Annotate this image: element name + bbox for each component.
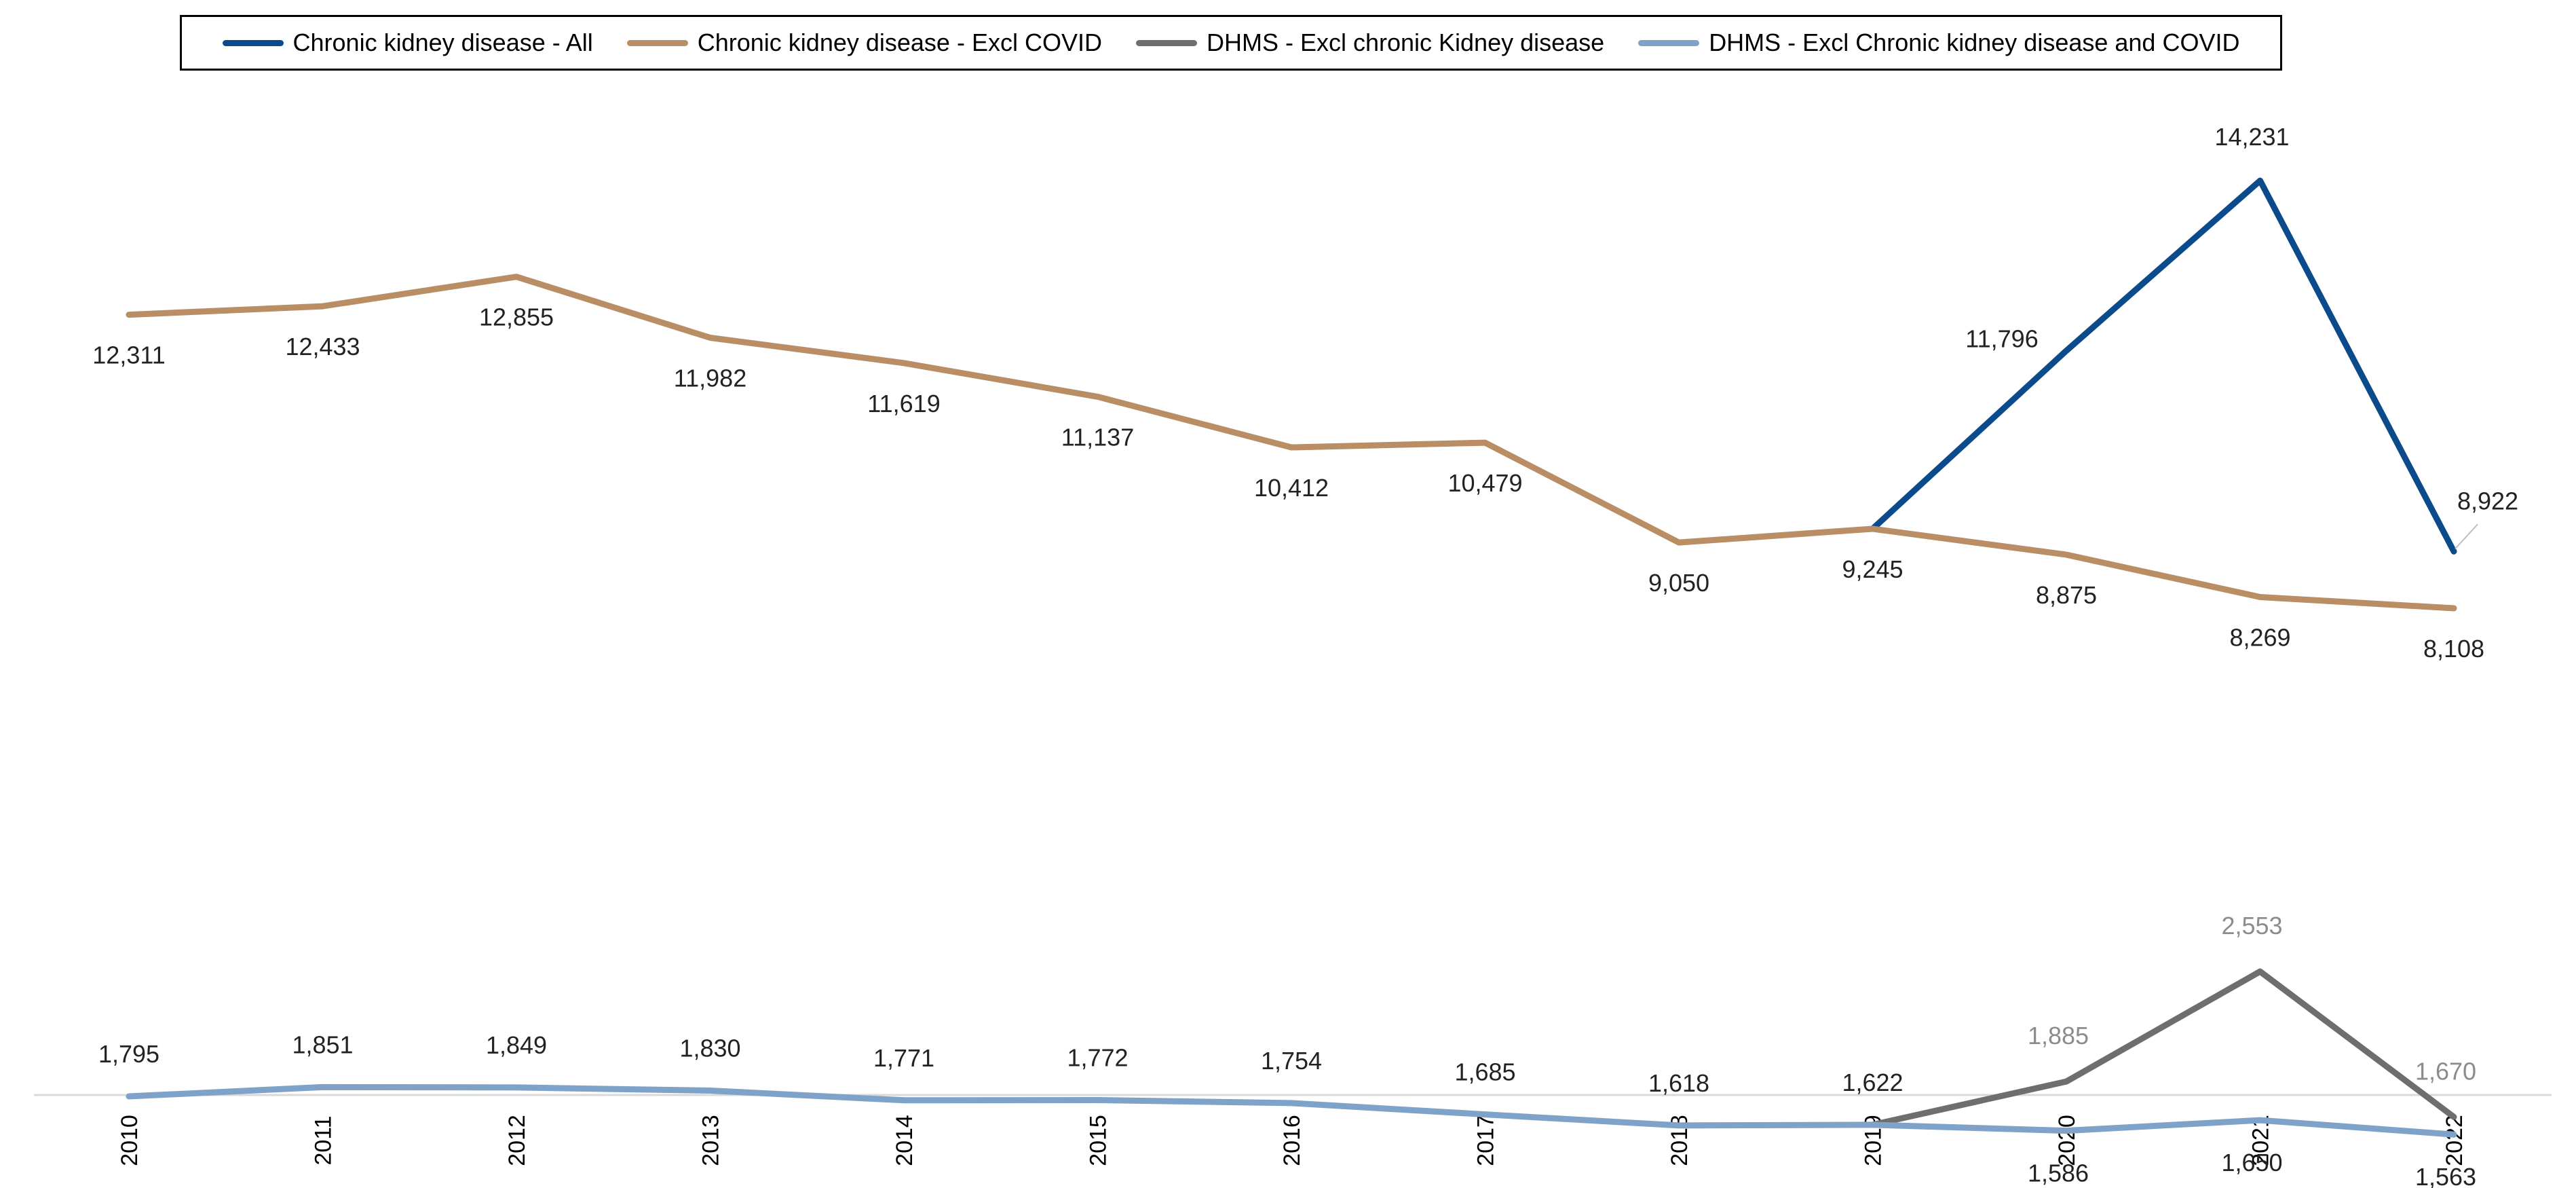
data-label: 1,650	[2221, 1149, 2282, 1176]
data-label: 1,685	[1454, 1058, 1515, 1086]
data-label: 14,231	[2214, 123, 2289, 151]
x-tick-label: 2022	[2442, 1115, 2467, 1166]
series-line-3	[126, 1083, 2457, 1138]
series-line-0	[1870, 177, 2457, 555]
data-label: 10,479	[1447, 469, 1522, 497]
x-tick-label: 2020	[2054, 1115, 2080, 1166]
legend-label-ckd-excl-covid: Chronic kidney disease - Excl COVID	[697, 29, 1102, 56]
data-label: 12,855	[479, 303, 554, 331]
data-label: 2,553	[2221, 912, 2282, 940]
legend-item-dhms-excl-ckd-covid: DHMS - Excl Chronic kidney disease and C…	[1638, 29, 2239, 57]
data-label: 1,851	[292, 1031, 353, 1058]
data-label: 9,245	[1842, 555, 1903, 583]
data-label: 9,050	[1648, 569, 1709, 597]
legend-swatch-dhms-excl-ckd-covid	[1638, 39, 1700, 46]
x-tick-label: 2013	[698, 1115, 724, 1166]
data-label: 1,830	[679, 1034, 740, 1062]
data-label: 11,796	[1965, 325, 2038, 353]
data-label: 8,108	[2423, 635, 2484, 663]
x-tick-label: 2017	[1473, 1115, 1499, 1166]
data-label: 11,619	[867, 390, 940, 417]
x-tick-label: 2016	[1279, 1115, 1305, 1166]
legend-item-dhms-excl-ckd: DHMS - Excl chronic Kidney disease	[1135, 29, 1605, 57]
data-label: 1,586	[2028, 1159, 2089, 1187]
legend-label-dhms-excl-ckd-covid: DHMS - Excl Chronic kidney disease and C…	[1709, 29, 2240, 56]
data-label: 1,795	[98, 1040, 159, 1068]
data-label: 1,849	[486, 1031, 547, 1059]
legend-label-dhms-excl-ckd: DHMS - Excl chronic Kidney disease	[1206, 29, 1605, 56]
x-tick-label: 2014	[892, 1115, 917, 1166]
legend-swatch-ckd-excl-covid	[626, 39, 688, 46]
data-label: 1,618	[1648, 1069, 1709, 1097]
legend-swatch-dhms-excl-ckd	[1135, 39, 1197, 46]
data-label: 8,269	[2229, 623, 2290, 651]
data-label: 1,771	[873, 1044, 934, 1072]
data-label: 1,885	[2028, 1022, 2089, 1050]
data-label: 12,433	[285, 333, 360, 360]
data-label: 12,311	[92, 341, 165, 369]
data-label: 1,670	[2415, 1057, 2476, 1085]
data-label: 8,875	[2036, 581, 2097, 609]
legend-item-ckd-excl-covid: Chronic kidney disease - Excl COVID	[626, 29, 1102, 57]
x-tick-label: 2010	[117, 1115, 143, 1166]
data-label: 8,922	[2457, 487, 2518, 515]
x-tick-label: 2015	[1086, 1115, 1112, 1166]
data-label: 1,754	[1261, 1047, 1322, 1075]
data-label: 1,563	[2415, 1163, 2476, 1188]
data-label: 11,982	[674, 364, 746, 392]
series-line-1	[126, 274, 2457, 612]
legend-item-ckd-all: Chronic kidney disease - All	[222, 29, 593, 57]
data-label: 10,412	[1254, 474, 1329, 502]
data-label: 1,622	[1842, 1069, 1903, 1096]
data-label-leader	[2455, 523, 2478, 549]
legend-swatch-ckd-all	[222, 39, 284, 46]
legend-label-ckd-all: Chronic kidney disease - All	[292, 29, 593, 56]
data-label: 1,772	[1067, 1044, 1128, 1072]
x-tick-label: 2011	[311, 1115, 337, 1165]
x-tick-label: 2012	[504, 1115, 530, 1166]
series-line-2	[1870, 968, 2457, 1128]
data-label: 11,137	[1061, 423, 1134, 451]
chart-legend: Chronic kidney disease - All Chronic kid…	[180, 15, 2282, 71]
